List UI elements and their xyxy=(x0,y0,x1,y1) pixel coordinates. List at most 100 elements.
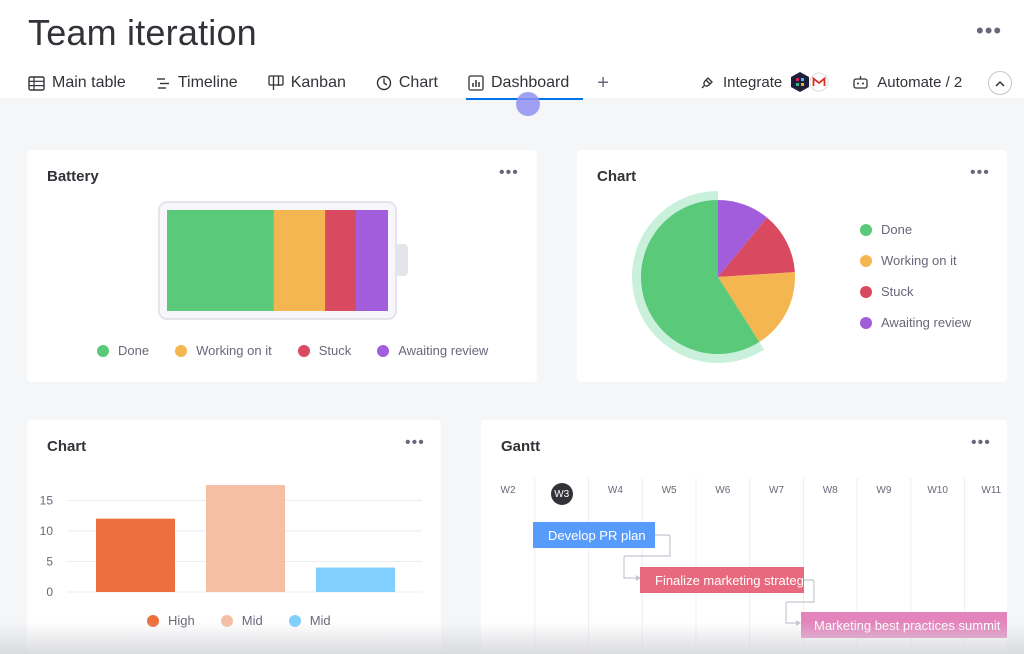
legend-dot xyxy=(860,316,872,329)
board-header: Team iteration ••• Main table Timeline K… xyxy=(0,0,1024,100)
integration-apps-icon xyxy=(790,71,830,93)
battery-graphic xyxy=(158,201,408,320)
bar-mid-2[interactable] xyxy=(316,567,395,592)
battery-segment-awaiting-review xyxy=(355,210,388,311)
pie-slice-stuck[interactable] xyxy=(718,217,795,277)
page-title: Team iteration xyxy=(28,12,257,53)
legend-item: Awaiting review xyxy=(377,343,488,358)
board-tools: Integrate Automate / 2 xyxy=(700,70,984,94)
pie-chart-widget: Chart ••• Done Working on it Stuck Await… xyxy=(577,150,1007,382)
legend-item: Stuck xyxy=(860,276,971,307)
timeline-icon xyxy=(156,76,171,91)
dashboard-icon xyxy=(468,75,484,91)
plug-icon xyxy=(700,75,715,90)
legend-label: Stuck xyxy=(318,343,352,358)
y-tick-label: 15 xyxy=(40,493,54,507)
legend-item: High xyxy=(147,613,195,628)
y-tick-label: 0 xyxy=(46,585,53,599)
battery-segment-working-on-it xyxy=(273,210,326,311)
tab-dashboard[interactable]: Dashboard xyxy=(465,71,584,100)
gantt-week-label: W11 xyxy=(981,485,1002,496)
bar-legend: High Mid Mid xyxy=(147,613,357,628)
cursor-indicator xyxy=(516,92,540,116)
pie-slice-awaiting-review[interactable] xyxy=(718,200,768,277)
legend-dot xyxy=(860,223,872,236)
bar-mid-1[interactable] xyxy=(206,485,285,592)
widget-title: Battery xyxy=(47,168,99,185)
widget-more-button[interactable]: ••• xyxy=(971,434,991,451)
gantt-task-bar[interactable]: Finalize marketing strategy xyxy=(640,567,804,593)
legend-item: Done xyxy=(97,343,149,358)
battery-widget: Battery ••• Done Working on it Stuck Awa… xyxy=(27,150,537,382)
view-tabs: Main table Timeline Kanban Chart Dashboa… xyxy=(28,70,639,100)
legend-dot xyxy=(147,614,159,627)
automate-label: Automate / 2 xyxy=(877,73,963,91)
legend-item: Awaiting review xyxy=(860,307,971,338)
legend-label: Working on it xyxy=(881,253,957,268)
gantt-week-label: W7 xyxy=(769,485,784,496)
tab-label: Main table xyxy=(52,74,126,91)
legend-dot xyxy=(220,614,233,627)
widget-title: Chart xyxy=(597,168,637,185)
tab-kanban[interactable]: Kanban xyxy=(268,71,346,95)
legend-dot xyxy=(297,344,310,357)
legend-label: Mid xyxy=(241,613,263,628)
tab-label: Kanban xyxy=(290,74,346,91)
legend-label: Mid xyxy=(309,613,331,628)
gantt-week-label: W8 xyxy=(822,485,838,496)
gantt-week-label: W2 xyxy=(500,485,516,496)
legend-item: Mid xyxy=(288,613,331,628)
tab-label: Dashboard xyxy=(491,74,570,91)
legend-dot xyxy=(377,344,390,357)
legend-item: Working on it xyxy=(860,245,971,276)
board-more-button[interactable]: ••• xyxy=(976,18,1003,43)
pie-slice-working-on-it[interactable] xyxy=(718,272,795,343)
pie-slice-done[interactable] xyxy=(641,200,760,354)
table-icon xyxy=(28,75,45,91)
clock-chart-icon xyxy=(376,75,392,91)
tab-timeline[interactable]: Timeline xyxy=(156,71,238,95)
widget-title: Chart xyxy=(47,438,87,455)
legend-item: Working on it xyxy=(175,343,272,358)
y-tick-label: 10 xyxy=(40,524,54,538)
legend-item: Mid xyxy=(220,613,263,628)
gantt-task-bar[interactable]: Develop PR plan xyxy=(533,522,655,548)
bar-high-0[interactable] xyxy=(96,518,175,592)
widget-more-button[interactable]: ••• xyxy=(970,164,990,181)
tab-label: Timeline xyxy=(177,74,238,91)
gantt-task-label: Marketing best practices summit xyxy=(814,617,1001,633)
legend-item: Stuck xyxy=(297,343,352,358)
battery-legend: Done Working on it Stuck Awaiting review xyxy=(97,343,514,358)
gantt-task-label: Develop PR plan xyxy=(548,527,646,543)
legend-label: Done xyxy=(881,222,913,237)
gantt-week-label: W4 xyxy=(607,485,623,496)
integrate-button[interactable]: Integrate xyxy=(700,71,830,93)
pie-chart xyxy=(632,191,795,363)
battery-segment-stuck xyxy=(325,210,357,311)
legend-dot xyxy=(860,254,872,267)
legend-dot xyxy=(175,344,188,357)
widget-more-button[interactable]: ••• xyxy=(499,164,519,181)
gantt-week-label: W6 xyxy=(715,485,731,496)
add-view-button[interactable]: + xyxy=(597,71,609,94)
gantt-week-label: W10 xyxy=(927,485,948,496)
gantt-week-label: W5 xyxy=(661,485,677,496)
widget-more-button[interactable]: ••• xyxy=(405,434,425,451)
widget-title: Gantt xyxy=(501,438,541,455)
automate-button[interactable]: Automate / 2 xyxy=(852,74,962,91)
bar-chart: 0 5 10 15 xyxy=(40,485,422,599)
gantt-task-bar[interactable]: Marketing best practices summit xyxy=(801,612,1007,638)
robot-icon xyxy=(852,75,869,90)
tab-main-table[interactable]: Main table xyxy=(28,71,126,95)
legend-label: Done xyxy=(118,343,150,358)
legend-dot xyxy=(288,614,301,627)
legend-dot xyxy=(860,285,872,298)
gantt-task-label: Finalize marketing strategy xyxy=(655,572,804,588)
legend-dot xyxy=(97,344,109,357)
gantt-week-label: W3 xyxy=(550,483,573,505)
collapse-header-button[interactable] xyxy=(988,71,1012,95)
legend-label: High xyxy=(168,613,195,628)
pie-legend: Done Working on it Stuck Awaiting review xyxy=(860,214,971,338)
tab-chart[interactable]: Chart xyxy=(376,71,438,95)
tab-label: Chart xyxy=(398,74,438,91)
